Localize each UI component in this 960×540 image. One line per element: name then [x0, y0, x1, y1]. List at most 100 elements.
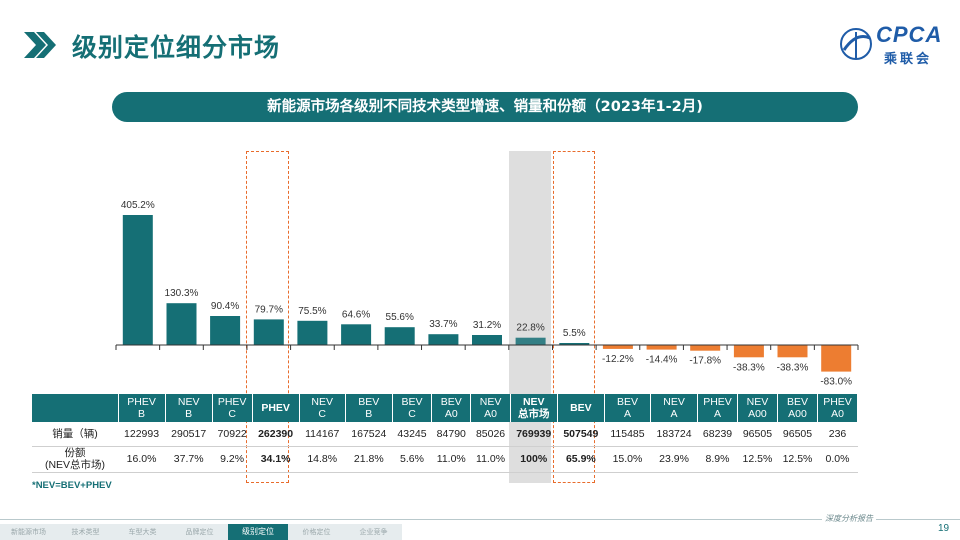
table-corner — [32, 394, 119, 422]
data-label: -83.0% — [820, 377, 852, 388]
column-header: PHEV — [252, 394, 300, 422]
table-cell: 34.1% — [252, 446, 300, 473]
table-cell: 37.7% — [165, 446, 213, 473]
data-label: -38.3% — [733, 362, 765, 373]
column-header: PHEV A0 — [817, 394, 858, 422]
data-label: 22.8% — [516, 323, 544, 334]
column-header: BEV C — [392, 394, 433, 422]
phev-highlight-box — [246, 151, 289, 483]
column-header: PHEV C — [212, 394, 253, 422]
bar-nev-a0 — [472, 335, 502, 345]
table-cell: 290517 — [165, 422, 213, 447]
table-cell: 68239 — [697, 422, 738, 447]
chevron-right-icon — [24, 32, 56, 58]
page-number: 19 — [938, 523, 950, 534]
footnote: *NEV=BEV+PHEV — [32, 480, 112, 491]
data-label: 130.3% — [165, 288, 199, 299]
table-cell: 11.0% — [470, 446, 511, 473]
data-label: 55.6% — [386, 312, 414, 323]
table-cell: 23.9% — [650, 446, 698, 473]
bar-bev-c — [384, 327, 415, 345]
data-label: 64.6% — [342, 309, 370, 320]
table-cell: 115485 — [604, 422, 651, 447]
table-cell: 100% — [510, 446, 558, 473]
column-header: PHEV A — [697, 394, 738, 422]
bar-phev-a — [690, 345, 721, 351]
table-cell: 85026 — [470, 422, 511, 447]
table-cell: 114167 — [299, 422, 346, 447]
bar-nev-a — [646, 345, 677, 350]
column-header: NEV A — [650, 394, 699, 422]
data-label: 33.7% — [429, 319, 457, 330]
column-header: NEV C — [299, 394, 346, 422]
table-cell: 84790 — [431, 422, 471, 447]
bar-phev-b — [122, 215, 153, 345]
column-header: BEV — [557, 394, 605, 422]
footer-nav-item[interactable]: 车型大类 — [114, 524, 171, 540]
bar-phev — [253, 319, 284, 345]
bar-nev-总市场 — [515, 337, 546, 345]
table-cell: 96505 — [777, 422, 818, 447]
row-header: 销量（辆) — [32, 422, 118, 447]
row-header: 份额 (NEV总市场) — [32, 446, 118, 473]
cpca-logo: CPCA 乘联会 — [838, 20, 942, 68]
table-cell: 12.5% — [737, 446, 778, 473]
sales-share-table: PHEV B NEV B PHEV C PHEV NEV C BEV B BEV C BEV … — [32, 394, 858, 473]
table-cell: 262390 — [252, 422, 300, 447]
table-cell: 507549 — [557, 422, 605, 447]
footer-nav-item[interactable]: 品牌定位 — [171, 524, 228, 540]
bar-nev-c — [297, 320, 328, 345]
data-label: -12.2% — [602, 354, 634, 365]
table-cell: 5.6% — [392, 446, 432, 473]
bar-nev-a00 — [733, 345, 764, 358]
footer-nav-item[interactable]: 企业竞争 — [345, 524, 402, 540]
table-cell: 0.0% — [817, 446, 858, 473]
logo-text: CPCA — [876, 22, 943, 47]
table-cell: 16.0% — [118, 446, 166, 473]
table-cell: 236 — [817, 422, 858, 447]
column-header: BEV A0 — [431, 394, 472, 422]
table-cell: 43245 — [392, 422, 432, 447]
table-cell: 8.9% — [697, 446, 738, 473]
column-header: NEV A00 — [737, 394, 778, 422]
data-label: 79.7% — [255, 304, 283, 315]
table-cell: 167524 — [345, 422, 393, 447]
table-cell: 21.8% — [345, 446, 393, 473]
data-label: 31.2% — [473, 320, 501, 331]
column-header: BEV A — [604, 394, 652, 422]
data-label: 75.5% — [298, 306, 326, 317]
column-header: BEV A00 — [777, 394, 819, 422]
column-header: PHEV B — [118, 394, 166, 422]
table-row: 销量（辆) 122993 290517 70922 262390 114167 167524… — [32, 422, 858, 447]
table-row: 份额 (NEV总市场) 16.0% 37.7% 9.2% 34.1% 14.8% 21.8%… — [32, 446, 858, 473]
table-cell: 12.5% — [777, 446, 818, 473]
footer-nav-item[interactable]: 新能源市场 — [0, 524, 57, 540]
data-label: -38.3% — [777, 362, 809, 373]
bev-highlight-box — [553, 151, 595, 483]
bar-bev-a00 — [777, 345, 808, 358]
column-header: NEV 总市场 — [510, 394, 558, 422]
footer-nav-item[interactable]: 价格定位 — [288, 524, 345, 540]
table-cell: 769939 — [510, 422, 558, 447]
table-cell: 11.0% — [431, 446, 471, 473]
bar-phev-c — [210, 316, 241, 345]
table-cell: 9.2% — [212, 446, 253, 473]
logo-cn-text: 乘联会 — [884, 52, 933, 67]
table-cell: 70922 — [212, 422, 253, 447]
footer-nav-item[interactable]: 级别定位 — [228, 524, 288, 540]
data-label: -14.4% — [646, 355, 678, 366]
data-label: -17.8% — [689, 356, 721, 367]
footer-nav: 新能源市场 技术类型 车型大类 品牌定位 级别定位 价格定位 企业竞争 — [0, 524, 402, 540]
footer-tagline: 深度分析报告 — [822, 513, 876, 524]
page-title: 级别定位细分市场 — [72, 33, 281, 62]
footer-nav-item[interactable]: 技术类型 — [57, 524, 114, 540]
chart-title-banner: 新能源市场各级别不同技术类型增速、销量和份额（2023年1-2月) — [112, 92, 858, 122]
table-cell: 14.8% — [299, 446, 346, 473]
bar-bev-a — [602, 345, 633, 349]
column-header: BEV B — [345, 394, 393, 422]
bar-bev-b — [341, 324, 372, 345]
bar-phev-a0 — [821, 345, 852, 372]
bar-bev — [559, 343, 590, 345]
column-header: NEV B — [165, 394, 213, 422]
